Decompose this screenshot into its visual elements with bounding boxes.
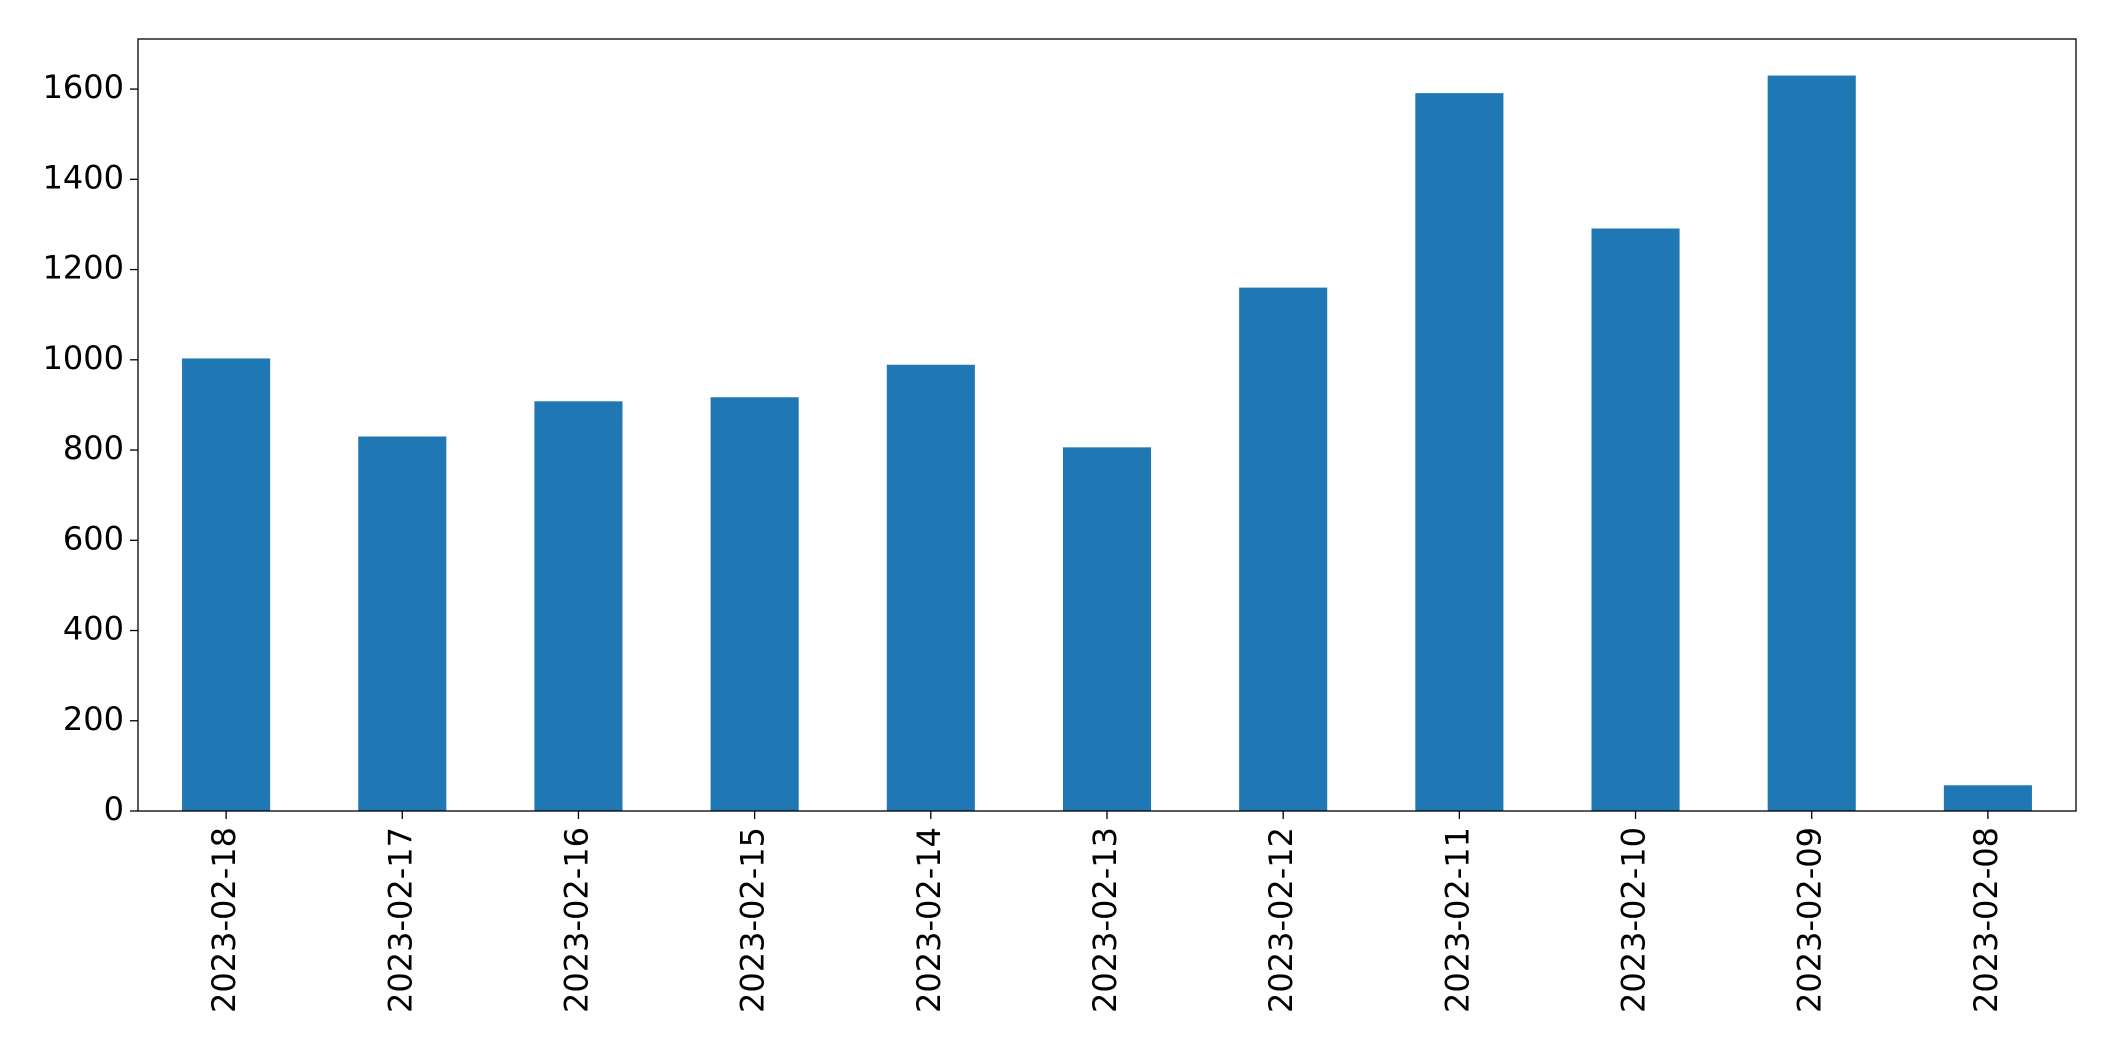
bar [358, 436, 447, 811]
y-tick-label: 400 [63, 610, 124, 648]
x-tick-label: 2023-02-14 [910, 827, 948, 1013]
bar [1239, 287, 1328, 811]
y-tick-label: 1000 [43, 339, 124, 377]
x-tick-label: 2023-02-09 [1791, 827, 1829, 1013]
bar [182, 358, 271, 811]
bar [1062, 447, 1152, 811]
bar [886, 364, 975, 811]
y-tick-label: 200 [63, 700, 124, 738]
y-tick-label: 1200 [43, 249, 124, 287]
y-tick-label: 800 [63, 429, 124, 467]
x-tick-label: 2023-02-18 [205, 827, 243, 1013]
y-tick-label: 0 [104, 790, 124, 828]
plot-frame [137, 38, 2077, 812]
bar [1415, 93, 1504, 811]
bar [534, 401, 623, 811]
x-tick-label: 2023-02-16 [557, 827, 595, 1013]
x-tick-label: 2023-02-17 [381, 827, 419, 1013]
bar [1943, 785, 2032, 811]
x-tick-label: 2023-02-15 [734, 827, 772, 1013]
x-tick-label: 2023-02-13 [1086, 827, 1124, 1013]
y-tick-label: 1600 [43, 68, 124, 106]
y-tick-label: 600 [63, 519, 124, 557]
x-tick-label: 2023-02-12 [1262, 827, 1300, 1013]
x-tick-label: 2023-02-10 [1615, 827, 1653, 1013]
bar [1767, 75, 1856, 811]
y-tick-label: 1400 [43, 158, 124, 196]
bar [1591, 228, 1680, 811]
bar [710, 397, 799, 811]
x-tick-label: 2023-02-08 [1967, 827, 2005, 1013]
x-tick-label: 2023-02-11 [1438, 827, 1476, 1013]
